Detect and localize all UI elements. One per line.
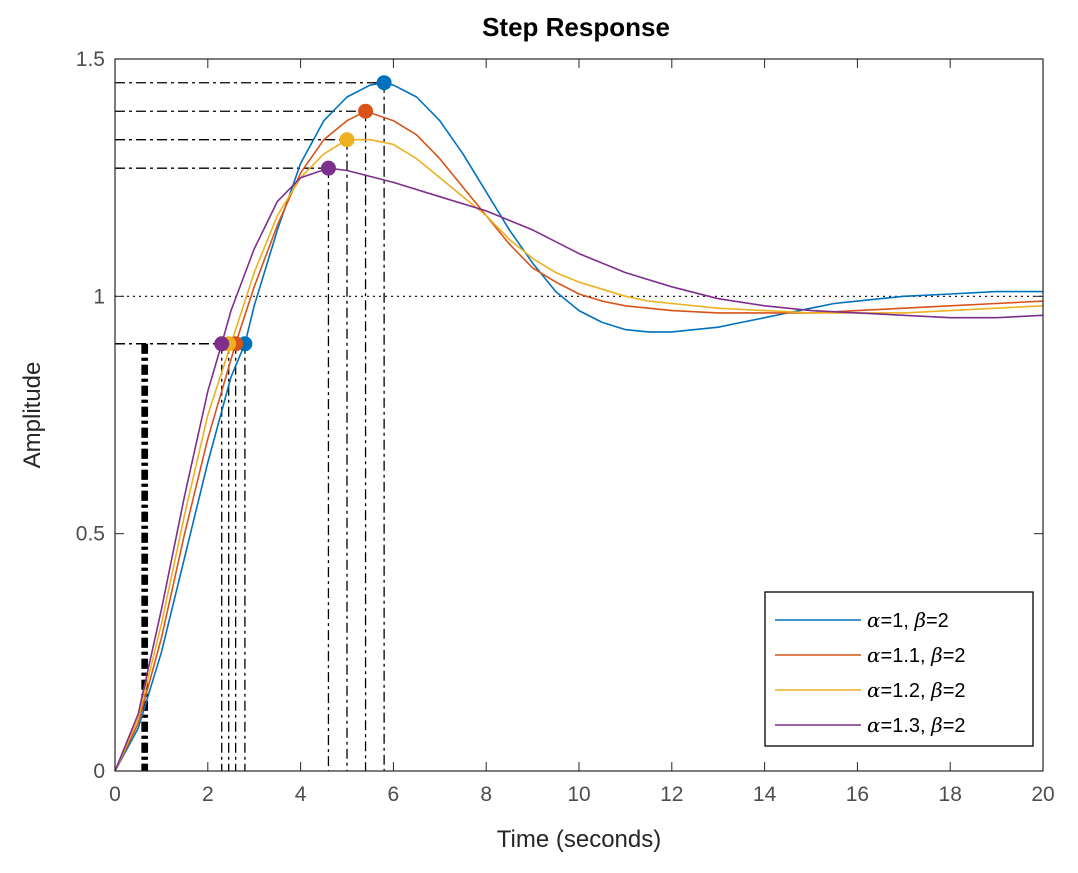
legend-label: α=1, β=2 — [867, 608, 949, 632]
x-tick-label: 6 — [388, 783, 400, 806]
x-tick-label: 12 — [660, 783, 683, 806]
y-tick-label: 0 — [93, 760, 105, 783]
peak-marker-1[interactable] — [376, 75, 392, 91]
response-curves — [114, 81, 1044, 772]
legend-item[interactable]: α=1.2, β=2 — [775, 678, 966, 702]
axis-ticks: 0 2 4 6 8 10 12 14 16 18 20 0 0.5 1 1.5 — [76, 48, 1055, 806]
x-tick-label: 14 — [753, 783, 777, 806]
y-tick-label: 1.5 — [76, 48, 105, 71]
legend-label: α=1.1, β=2 — [867, 643, 966, 667]
peak-marker-4[interactable] — [320, 160, 336, 176]
x-tick-label: 0 — [109, 783, 121, 806]
x-axis-label: Time (seconds) — [497, 826, 661, 853]
legend-item[interactable]: α=1.1, β=2 — [775, 643, 966, 667]
x-tick-label: 18 — [939, 783, 962, 806]
rise-marker-4[interactable] — [214, 336, 230, 352]
peak-marker-2[interactable] — [358, 103, 374, 119]
x-tick-label: 20 — [1031, 783, 1054, 806]
x-tick-label: 2 — [202, 783, 214, 806]
legend: α=1, β=2 α=1.1, β=2 α=1.2, β=2 α=1.3, β=2 — [764, 591, 1034, 747]
y-axis-label: Amplitude — [19, 362, 46, 469]
legend-box — [764, 591, 1034, 747]
legend-item[interactable]: α=1.3, β=2 — [775, 713, 966, 737]
series-line-4 — [114, 167, 1044, 772]
legend-label: α=1.3, β=2 — [867, 713, 966, 737]
x-tick-label: 10 — [567, 783, 590, 806]
x-tick-label: 8 — [480, 783, 492, 806]
legend-label: α=1.2, β=2 — [867, 678, 966, 702]
y-tick-label: 1 — [93, 285, 105, 308]
x-tick-label: 16 — [846, 783, 869, 806]
series-line-3 — [114, 138, 1044, 772]
peak-marker-3[interactable] — [339, 132, 355, 148]
annotation-lines — [115, 82, 1043, 771]
characteristic-markers — [214, 75, 392, 352]
chart-title: Step Response — [482, 12, 670, 42]
legend-item[interactable]: α=1, β=2 — [775, 608, 949, 632]
x-tick-label: 4 — [295, 783, 307, 806]
y-tick-label: 0.5 — [76, 523, 105, 546]
